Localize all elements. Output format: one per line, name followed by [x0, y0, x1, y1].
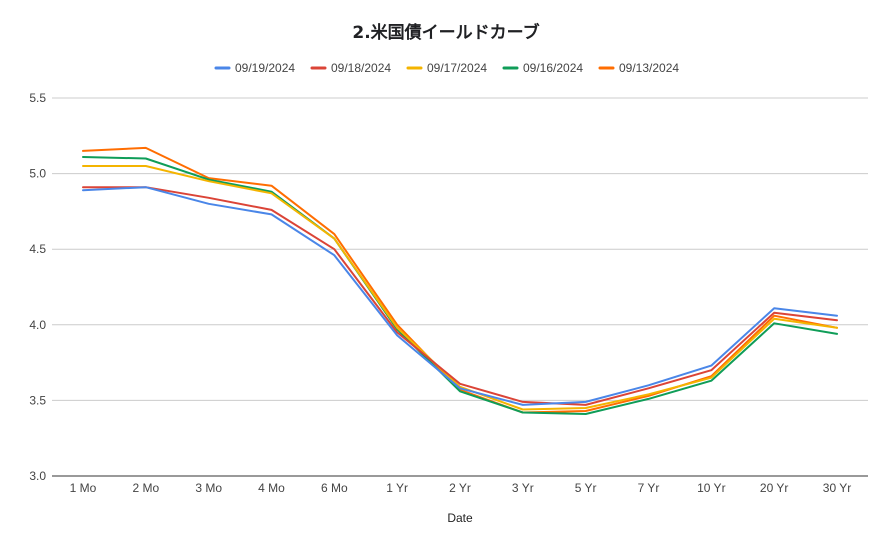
x-tick-label: 2 Mo	[132, 481, 159, 495]
y-tick-label: 4.0	[29, 318, 46, 332]
y-tick-label: 3.0	[29, 469, 46, 483]
legend-label: 09/17/2024	[427, 61, 487, 75]
x-tick-label: 10 Yr	[697, 481, 725, 495]
x-tick-label: 1 Mo	[70, 481, 97, 495]
y-tick-label: 3.5	[29, 393, 46, 407]
y-tick-label: 4.5	[29, 242, 46, 256]
chart-gridlines	[52, 97, 868, 477]
x-tick-label: 3 Yr	[512, 481, 534, 495]
legend-label: 09/16/2024	[523, 61, 583, 75]
legend-label: 09/13/2024	[619, 61, 679, 75]
y-tick-label: 5.5	[29, 91, 46, 105]
x-tick-label: 30 Yr	[823, 481, 851, 495]
series-line	[82, 165, 838, 411]
y-tick-label: 5.0	[29, 167, 46, 181]
chart-title: 2.米国債イールドカーブ	[352, 22, 539, 43]
chart-series-lines	[82, 146, 838, 415]
x-tick-label: 5 Yr	[575, 481, 597, 495]
x-tick-label: 3 Mo	[195, 481, 222, 495]
x-tick-label: 20 Yr	[760, 481, 788, 495]
legend-label: 09/18/2024	[331, 61, 391, 75]
series-line	[82, 186, 838, 406]
x-tick-label: 1 Yr	[386, 481, 408, 495]
legend-label: 09/19/2024	[235, 61, 295, 75]
x-tick-label: 6 Mo	[321, 481, 348, 495]
chart-legend: 09/19/2024 09/18/2024 09/17/2024 09/16/2024…	[214, 61, 679, 75]
legend-item[interactable]: 09/19/2024	[214, 61, 295, 75]
x-axis-tick-labels: 1 Mo 2 Mo 3 Mo 4 Mo 6 Mo 1 Yr 2 Yr 3 Yr 5 Yr 7 Yr…	[70, 481, 852, 495]
legend-item[interactable]: 09/18/2024	[310, 61, 391, 75]
legend-item[interactable]: 09/17/2024	[406, 61, 487, 75]
y-axis-tick-labels: 3.0 3.5 4.0 4.5 5.0 5.5	[29, 91, 46, 483]
series-line	[82, 156, 838, 415]
x-tick-label: 2 Yr	[449, 481, 471, 495]
series-line	[82, 146, 838, 414]
legend-item[interactable]: 09/13/2024	[598, 61, 679, 75]
x-tick-label: 4 Mo	[258, 481, 285, 495]
series-line	[82, 186, 838, 406]
legend-item[interactable]: 09/16/2024	[502, 61, 583, 75]
x-tick-label: 7 Yr	[638, 481, 660, 495]
x-axis-title: Date	[447, 511, 473, 525]
